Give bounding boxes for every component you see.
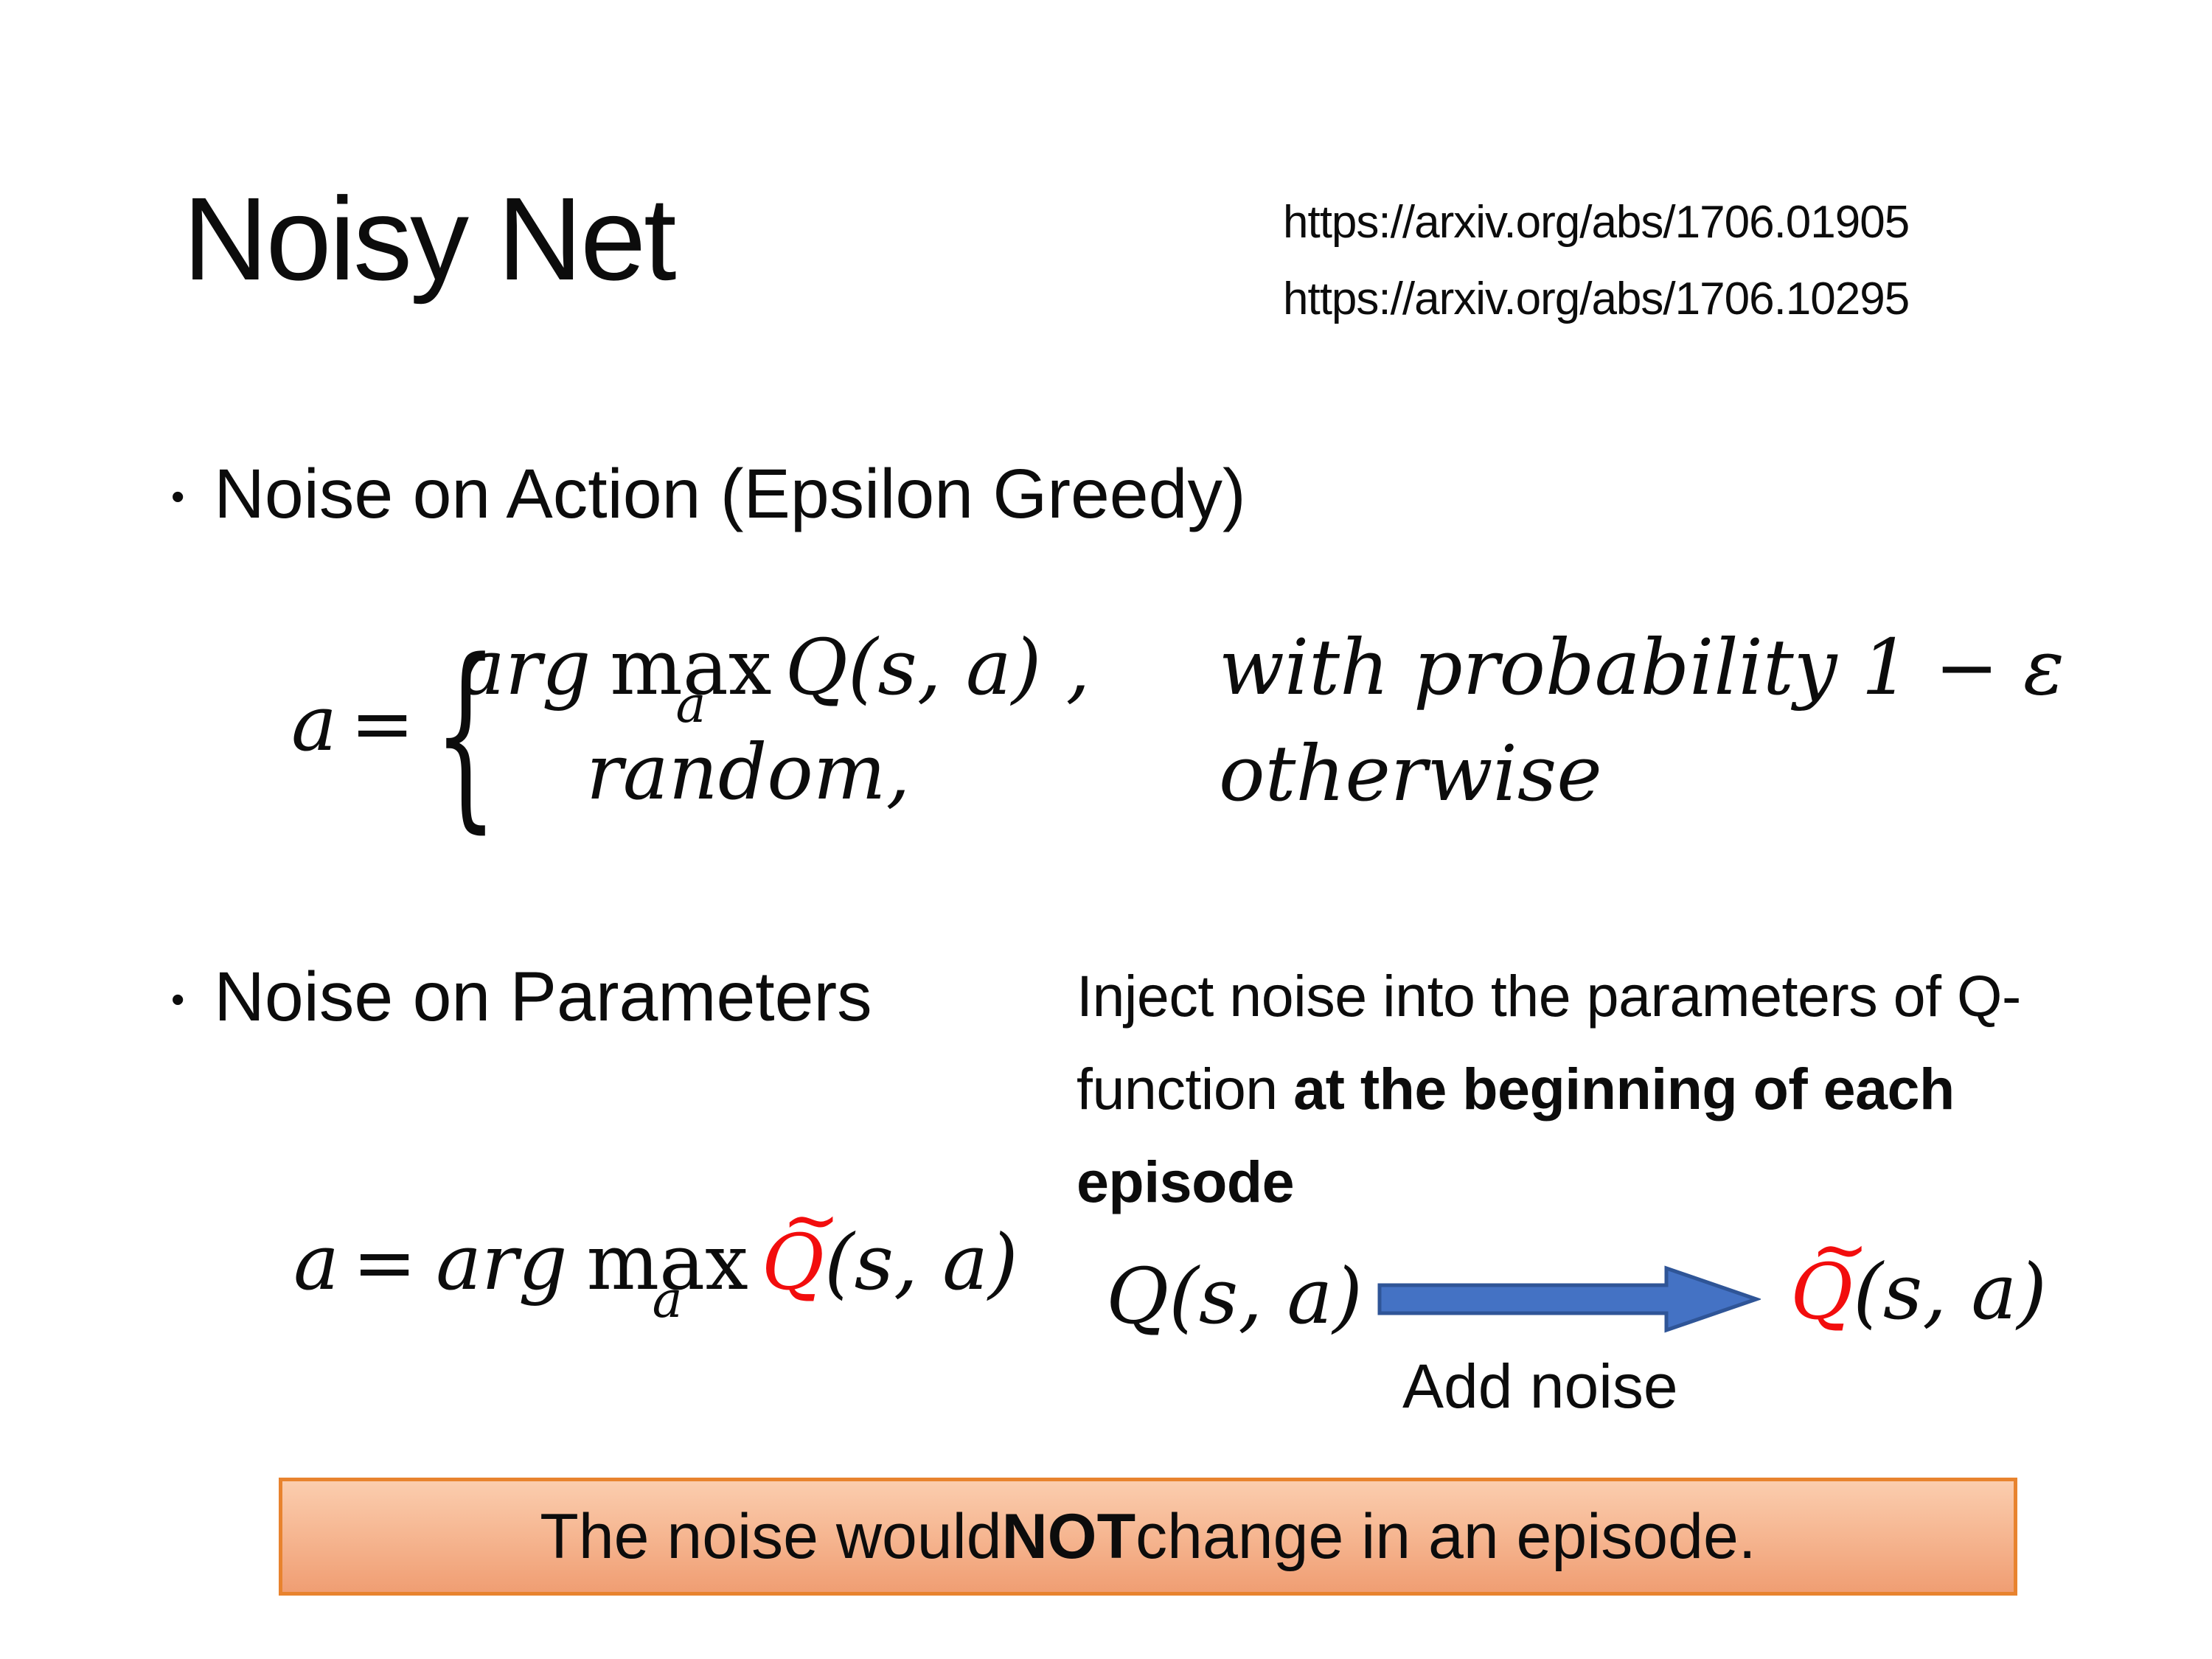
- bullet-noise-on-parameters: • Noise on Parameters: [171, 959, 872, 1036]
- add-noise-label: Add noise: [1402, 1352, 1678, 1421]
- bullet-icon: •: [171, 475, 185, 518]
- note-pre: The noise would: [540, 1500, 1002, 1572]
- equation-noisy-argmax: a = arg max a ~ Q(s, a): [293, 1180, 1018, 1329]
- max-subscript: a: [675, 675, 706, 734]
- bullet-noise-on-action-label: Noise on Action (Epsilon Greedy): [214, 455, 1246, 533]
- bullet-noise-on-action: • Noise on Action (Epsilon Greedy): [171, 456, 1246, 533]
- tilde-icon: ~: [782, 1180, 841, 1261]
- note-post: change in an episode.: [1135, 1500, 1756, 1572]
- add-noise-arrow-icon: [1377, 1265, 1761, 1333]
- curly-brace: {: [434, 618, 498, 851]
- q-tilde-red: ~ Q: [761, 1180, 841, 1307]
- inject-noise-note: Inject noise into the parameters of Q-fu…: [1077, 950, 2105, 1228]
- q-function-noisy: ~ Q(s, a): [1790, 1209, 2047, 1337]
- arxiv-link-2[interactable]: https://arxiv.org/abs/1706.10295: [1283, 274, 1910, 324]
- inject-note-bold: at the beginning of each episode: [1077, 1056, 1955, 1214]
- tilde-icon: ~: [1811, 1209, 1869, 1290]
- note-box: The noise would NOT change in an episode…: [279, 1478, 2017, 1596]
- eq1-case1-expression: arg max a Q(s, a) ,: [459, 622, 1091, 734]
- equation-epsilon-greedy: a = { arg max a Q(s, a) , random, with proba…: [291, 618, 2135, 903]
- arxiv-link-1[interactable]: https://arxiv.org/abs/1706.01905: [1283, 197, 1910, 248]
- q-tilde-red: ~ Q: [1790, 1209, 1869, 1337]
- note-bold: NOT: [1001, 1500, 1136, 1572]
- eq1-lhs: a =: [291, 678, 415, 768]
- bullet-noise-on-parameters-label: Noise on Parameters: [214, 958, 872, 1036]
- eq1-case1-condition: with probability 1 − ε: [1219, 622, 2065, 712]
- max-subscript: a: [652, 1270, 683, 1329]
- arxiv-links: https://arxiv.org/abs/1706.01905 https:/…: [1283, 184, 1910, 338]
- eq1-case2-condition: otherwise: [1219, 728, 1602, 818]
- eq1-case2-expression: random,: [586, 727, 911, 817]
- page-title: Noisy Net: [183, 173, 677, 305]
- bullet-icon: •: [171, 978, 185, 1021]
- inject-note-normal: Inject noise into the parameters of Q-fu…: [1077, 963, 2021, 1121]
- q-function-plain: Q(s, a): [1106, 1251, 1363, 1341]
